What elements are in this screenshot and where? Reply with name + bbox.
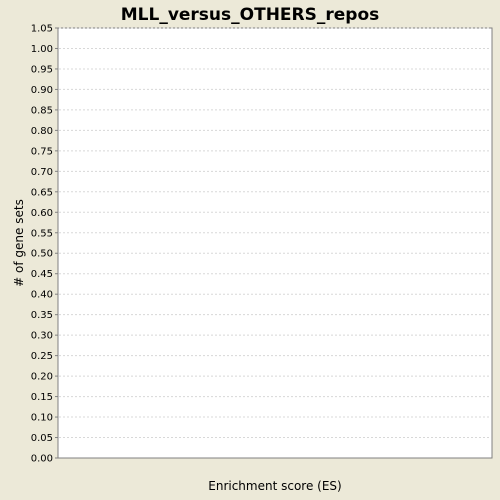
y-tick-label: 0.00 xyxy=(31,454,53,465)
y-tick-label: 1.00 xyxy=(31,44,53,55)
y-axis-ticks: 0.00 0.05 0.10 0.15 0.20 0.25 0.30 0.35 0.40 0.45… xyxy=(31,24,58,465)
y-tick-label: 0.05 xyxy=(31,433,53,444)
plot-area xyxy=(57,27,493,459)
y-tick-label: 0.60 xyxy=(31,208,53,219)
y-tick-label: 0.40 xyxy=(31,290,53,301)
y-tick-label: 0.30 xyxy=(31,331,53,342)
y-tick-label: 0.35 xyxy=(31,310,53,321)
y-tick-label: 0.85 xyxy=(31,105,53,116)
y-tick-label: 0.15 xyxy=(31,392,53,403)
y-tick-label: 0.45 xyxy=(31,269,53,280)
y-tick-label: 0.20 xyxy=(31,372,53,383)
y-tick-label: 0.25 xyxy=(31,351,53,362)
y-tick-label: 0.75 xyxy=(31,146,53,157)
gridlines xyxy=(59,27,491,439)
y-tick-label: 0.65 xyxy=(31,187,53,198)
y-tick-label: 0.55 xyxy=(31,228,53,239)
chart-title: MLL_versus_OTHERS_repos xyxy=(121,5,380,25)
y-tick-label: 0.50 xyxy=(31,249,53,260)
y-tick-label: 0.70 xyxy=(31,167,53,178)
y-axis-label: # of gene sets xyxy=(12,199,26,287)
y-tick-label: 0.90 xyxy=(31,85,53,96)
y-tick-label: 1.05 xyxy=(31,24,53,35)
y-tick-label: 0.95 xyxy=(31,64,53,75)
y-tick-label: 0.80 xyxy=(31,126,53,137)
y-tick-label: 0.10 xyxy=(31,413,53,424)
x-axis-label: Enrichment score (ES) xyxy=(208,479,341,493)
